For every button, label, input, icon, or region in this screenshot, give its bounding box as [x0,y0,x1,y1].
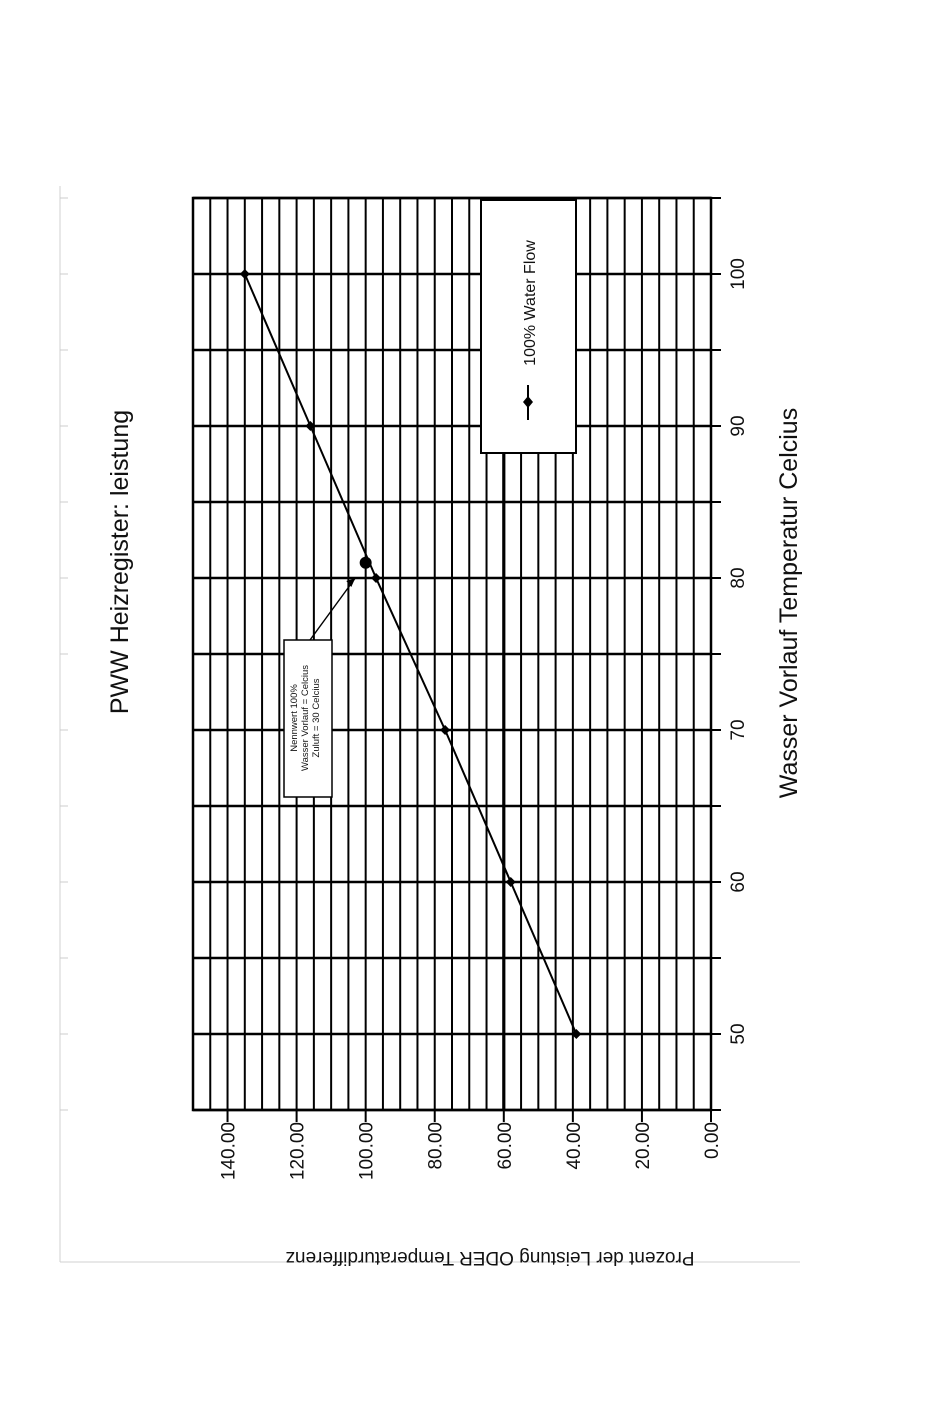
x-tick-label: 90 [728,415,749,436]
x-tick-label: 80 [728,567,749,588]
y-tick-label: 0.00 [702,1122,723,1159]
tick-labels: 50 60 70 80 90 100 0.00 20.00 40.00 60.00 80.00 100… [219,258,749,1180]
y-axis-label: Prozent der Leistung ODER Temperaturdiff… [285,1247,694,1268]
x-tick-label: 50 [728,1023,749,1044]
y-tick-label: 120.00 [288,1122,309,1180]
data-point-marker [371,573,382,583]
x-axis-label: Wasser Vorlauf Temperatur Celcius [775,408,803,798]
rated-point-marker [359,556,372,569]
data-point-marker [440,725,451,735]
x-tick-label: 100 [728,258,749,290]
axes [60,196,721,1122]
y-tick-label: 20.00 [633,1122,654,1170]
annotation-text-line: Nennwert 100% [289,684,300,752]
annotation-arrowhead [346,578,356,587]
data-point-marker [239,269,250,279]
y-tick-label: 140.00 [219,1122,240,1180]
legend-label: 100% Water Flow [522,240,539,366]
annotation-arrow-line [309,577,356,641]
series-layer [239,269,582,1039]
data-point-marker [305,421,316,431]
y-tick-label: 40.00 [564,1122,585,1170]
y-tick-label: 80.00 [426,1122,447,1170]
annotation-text-line: Wasser Vorlauf = Celcius [300,665,311,771]
series-line [243,273,578,1035]
grid [192,196,712,1112]
annotation-text-line: Zuluft = 30 Celcius [311,678,322,757]
y-tick-label: 60.00 [495,1122,516,1170]
annotation: Nennwert 100% Wasser Vorlauf = Celcius Zul… [283,577,356,798]
chart-title: PWW Heizregister: leistung [106,410,134,714]
y-tick-label: 100.00 [357,1122,378,1180]
legend-marker-sample [523,396,533,408]
x-tick-label: 60 [728,871,749,892]
legend: 100% Water Flow [480,199,577,454]
data-point-marker [505,877,516,887]
data-point-marker [571,1029,582,1039]
x-tick-label: 70 [728,719,749,740]
annotation-box [283,639,333,798]
